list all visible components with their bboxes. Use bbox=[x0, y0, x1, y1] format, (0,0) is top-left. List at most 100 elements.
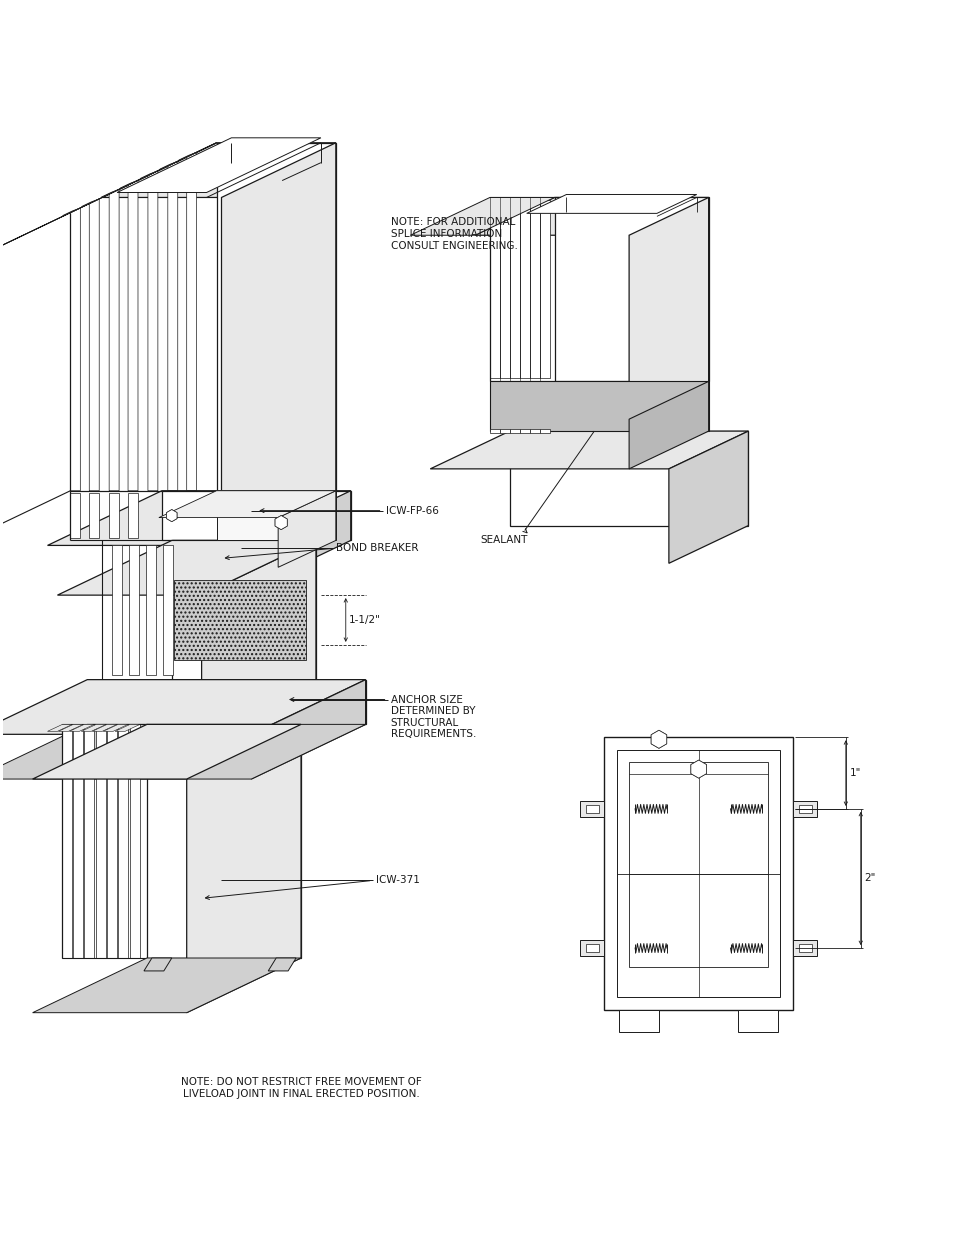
Polygon shape bbox=[0, 725, 365, 779]
Polygon shape bbox=[490, 429, 499, 433]
Polygon shape bbox=[798, 944, 811, 952]
Polygon shape bbox=[539, 200, 549, 378]
Polygon shape bbox=[48, 725, 72, 731]
Polygon shape bbox=[120, 180, 138, 188]
Polygon shape bbox=[579, 940, 603, 956]
Polygon shape bbox=[278, 490, 335, 567]
Polygon shape bbox=[73, 725, 83, 958]
Text: SEALANT: SEALANT bbox=[479, 536, 527, 546]
Polygon shape bbox=[628, 198, 708, 419]
Polygon shape bbox=[101, 189, 119, 198]
Polygon shape bbox=[71, 207, 80, 490]
Polygon shape bbox=[526, 194, 696, 214]
Polygon shape bbox=[274, 515, 287, 530]
Polygon shape bbox=[221, 143, 335, 546]
Polygon shape bbox=[628, 762, 767, 967]
Polygon shape bbox=[96, 725, 106, 958]
Polygon shape bbox=[490, 200, 499, 378]
Polygon shape bbox=[490, 382, 708, 431]
Polygon shape bbox=[539, 429, 549, 433]
Polygon shape bbox=[159, 490, 335, 517]
Polygon shape bbox=[216, 143, 335, 490]
Polygon shape bbox=[128, 493, 138, 538]
Polygon shape bbox=[48, 490, 351, 546]
Polygon shape bbox=[618, 1010, 659, 1031]
Polygon shape bbox=[58, 725, 83, 731]
Polygon shape bbox=[117, 138, 320, 193]
Polygon shape bbox=[57, 541, 315, 595]
Polygon shape bbox=[792, 802, 816, 816]
Polygon shape bbox=[146, 546, 155, 674]
Polygon shape bbox=[162, 490, 351, 541]
Polygon shape bbox=[62, 207, 80, 216]
Polygon shape bbox=[651, 730, 666, 748]
Polygon shape bbox=[163, 546, 172, 674]
Polygon shape bbox=[148, 170, 157, 490]
Polygon shape bbox=[268, 958, 295, 971]
Polygon shape bbox=[579, 802, 603, 816]
Polygon shape bbox=[430, 431, 747, 469]
Polygon shape bbox=[585, 804, 598, 814]
Polygon shape bbox=[147, 725, 301, 958]
Polygon shape bbox=[668, 431, 747, 563]
Polygon shape bbox=[690, 761, 706, 778]
Polygon shape bbox=[519, 429, 529, 433]
Polygon shape bbox=[90, 493, 99, 538]
Text: BOND BREAKER: BOND BREAKER bbox=[335, 543, 417, 553]
Polygon shape bbox=[738, 1010, 778, 1031]
Text: ICW-FP-66: ICW-FP-66 bbox=[385, 505, 438, 516]
Polygon shape bbox=[81, 725, 106, 731]
Text: 1": 1" bbox=[849, 768, 861, 778]
Polygon shape bbox=[102, 143, 335, 198]
Polygon shape bbox=[410, 198, 554, 235]
Text: NOTE: DO NOT RESTRICT FREE MOVEMENT OF
LIVELOAD JOINT IN FINAL ERECTED POSITION.: NOTE: DO NOT RESTRICT FREE MOVEMENT OF L… bbox=[180, 1077, 421, 1099]
Polygon shape bbox=[103, 725, 128, 731]
Text: NOTE: FOR ADDITIONAL
SPLICE INFORMATION
CONSULT ENGINEERING.: NOTE: FOR ADDITIONAL SPLICE INFORMATION … bbox=[390, 217, 517, 251]
Polygon shape bbox=[140, 170, 157, 179]
Polygon shape bbox=[130, 725, 140, 958]
Polygon shape bbox=[499, 429, 509, 433]
Polygon shape bbox=[509, 200, 519, 378]
Text: ICW-371: ICW-371 bbox=[375, 876, 419, 885]
Text: 2": 2" bbox=[863, 873, 875, 883]
Polygon shape bbox=[475, 198, 708, 235]
Polygon shape bbox=[617, 750, 780, 997]
Polygon shape bbox=[236, 490, 351, 595]
Polygon shape bbox=[554, 198, 708, 382]
Polygon shape bbox=[144, 958, 172, 971]
Polygon shape bbox=[187, 725, 301, 1013]
Polygon shape bbox=[0, 143, 216, 267]
Polygon shape bbox=[168, 162, 177, 490]
Polygon shape bbox=[216, 490, 335, 541]
Polygon shape bbox=[71, 493, 80, 538]
Polygon shape bbox=[32, 725, 301, 779]
Polygon shape bbox=[519, 200, 529, 378]
Polygon shape bbox=[798, 804, 811, 814]
Polygon shape bbox=[109, 189, 119, 490]
Polygon shape bbox=[84, 725, 94, 958]
Polygon shape bbox=[109, 493, 119, 538]
Polygon shape bbox=[160, 162, 177, 169]
Polygon shape bbox=[603, 737, 792, 1010]
Polygon shape bbox=[0, 679, 365, 735]
Polygon shape bbox=[90, 199, 99, 490]
Polygon shape bbox=[62, 725, 72, 958]
Polygon shape bbox=[128, 180, 138, 490]
Polygon shape bbox=[32, 958, 301, 1013]
Polygon shape bbox=[87, 679, 365, 725]
Polygon shape bbox=[201, 541, 315, 735]
Polygon shape bbox=[178, 152, 196, 161]
Polygon shape bbox=[129, 546, 139, 674]
Polygon shape bbox=[172, 541, 315, 679]
Polygon shape bbox=[115, 725, 140, 731]
Polygon shape bbox=[167, 510, 176, 521]
Polygon shape bbox=[690, 761, 706, 778]
Text: ANCHOR SIZE
DETERMINED BY
STRUCTURAL
REQUIREMENTS.: ANCHOR SIZE DETERMINED BY STRUCTURAL REQ… bbox=[390, 694, 476, 740]
Polygon shape bbox=[187, 152, 196, 490]
Polygon shape bbox=[173, 580, 306, 659]
Polygon shape bbox=[585, 944, 598, 952]
Polygon shape bbox=[529, 200, 539, 378]
Polygon shape bbox=[499, 200, 509, 378]
Polygon shape bbox=[70, 725, 94, 731]
Polygon shape bbox=[628, 382, 708, 469]
